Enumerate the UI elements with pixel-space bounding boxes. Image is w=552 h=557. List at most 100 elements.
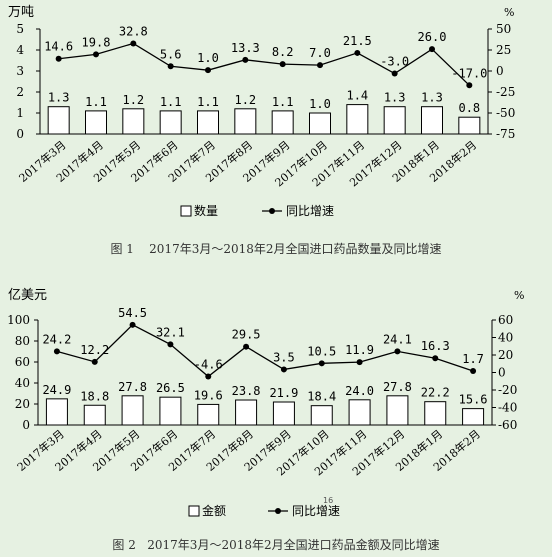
growth-value-label: -3.0	[380, 55, 409, 69]
growth-value-label: 12.2	[80, 343, 109, 357]
right-axis-unit: %	[504, 6, 514, 19]
right-tick-label: 0	[498, 366, 506, 380]
left-tick-label: 100	[7, 313, 30, 327]
bar	[235, 399, 258, 426]
chart-quantity: 万吨 % 0 1 2 3 4 5 -75 -50 -25 0 25 50 1.3 1.1 1.2 1.1 1.1 1.…	[8, 5, 515, 218]
bar-value-label: 0.8	[458, 101, 480, 115]
right-tick-label: 20	[498, 348, 513, 362]
right-tick-label: -40	[498, 401, 517, 415]
right-tick-label: 40	[498, 331, 513, 345]
left-tick-label: 5	[16, 22, 24, 36]
bar-value-label: 1.3	[421, 91, 443, 105]
left-axis-unit: 亿美元	[8, 288, 47, 303]
legend-line-label: 同比增速	[286, 204, 334, 218]
growth-point	[391, 70, 398, 77]
bar	[271, 110, 294, 135]
left-tick-label: 0	[22, 418, 30, 432]
bar	[197, 403, 220, 426]
left-tick-label: 2	[16, 85, 24, 99]
growth-value-label: 19.8	[82, 35, 111, 49]
left-axis-unit: 万吨	[8, 5, 34, 20]
bar	[309, 112, 331, 135]
growth-value-label: 10.5	[307, 344, 336, 358]
growth-value-label: 3.5	[273, 350, 295, 364]
growth-line	[56, 324, 474, 378]
growth-point	[279, 61, 286, 68]
growth-value-label: 14.6	[44, 40, 73, 54]
growth-point	[167, 341, 174, 348]
right-tick-label: -75	[496, 127, 515, 141]
growth-point	[205, 67, 211, 74]
bar-value-label: 1.1	[272, 95, 294, 109]
growth-value-label: 16.3	[421, 339, 450, 353]
growth-value-label: 24.1	[383, 332, 412, 346]
bar-value-label: 1.3	[384, 91, 406, 105]
growth-point	[280, 366, 287, 373]
growth-point	[356, 359, 363, 366]
growth-point	[55, 55, 62, 62]
growth-point	[432, 355, 439, 362]
bar-value-label: 1.2	[234, 93, 256, 107]
growth-point	[354, 49, 361, 56]
bar	[272, 401, 295, 426]
bar	[159, 396, 182, 426]
bar	[346, 104, 369, 135]
growth-value-label: -17.0	[451, 66, 487, 80]
bar-value-label: 23.8	[232, 384, 261, 398]
bar	[424, 401, 447, 426]
bar-value-label: 24.0	[345, 384, 374, 398]
right-tick-label: 25	[496, 43, 511, 57]
bar	[421, 106, 443, 135]
legend-line-marker	[269, 208, 275, 214]
bar-value-label: 27.8	[118, 380, 147, 394]
bar-value-label: 1.3	[48, 91, 70, 105]
bar-value-label: 21.9	[269, 386, 298, 400]
bar-value-label: 1.1	[85, 95, 107, 109]
bar	[383, 106, 406, 135]
bar	[47, 106, 70, 135]
bar	[159, 110, 182, 135]
growth-point	[243, 343, 250, 350]
growth-value-label: 5.6	[160, 47, 182, 61]
growth-value-label: 32.8	[119, 24, 148, 38]
growth-point	[93, 51, 99, 58]
bar	[458, 116, 481, 135]
chart-caption: 图 1 2017年3月～2018年2月全国进口药品数量及同比增速	[110, 242, 442, 256]
growth-point	[242, 56, 249, 63]
legend-bar-swatch	[180, 205, 192, 217]
growth-point	[91, 358, 98, 365]
right-tick-label: -60	[498, 418, 517, 432]
growth-value-label: -4.6	[194, 358, 223, 372]
legend-bar-label: 金额	[202, 503, 226, 518]
bar-value-label: 24.9	[42, 383, 71, 397]
growth-value-label: 1.7	[462, 352, 484, 366]
bar-value-label: 1.2	[122, 93, 144, 107]
bar	[462, 408, 485, 426]
legend-line-marker	[275, 508, 281, 514]
chart-amount: 亿美元 % 0 20 40 60 80 100 -60 -40 -20 0 20 40 60 24.9 18.8…	[7, 288, 524, 518]
growth-value-label: 11.9	[345, 343, 374, 357]
growth-line	[58, 42, 470, 86]
bar	[234, 108, 257, 135]
legend-line-label: 同比增速	[292, 504, 340, 518]
growth-point	[205, 373, 212, 380]
legend-bar-label: 数量	[194, 203, 218, 218]
growth-value-label: 54.5	[118, 306, 147, 320]
growth-value-label: 13.3	[231, 41, 260, 55]
growth-point	[317, 62, 323, 69]
left-tick-label: 4	[16, 43, 24, 57]
bar	[197, 110, 219, 135]
right-tick-label: 50	[496, 22, 511, 36]
bar	[121, 395, 144, 426]
growth-point	[470, 368, 477, 375]
growth-value-label: 32.1	[156, 325, 185, 339]
growth-value-label: 8.2	[272, 45, 294, 59]
growth-point	[167, 63, 174, 70]
bar	[122, 108, 145, 135]
growth-value-label: 1.0	[197, 51, 219, 65]
bar-value-label: 22.2	[421, 386, 450, 400]
left-tick-label: 1	[16, 106, 24, 120]
chart-caption: 图 2 2017年3月～2018年2月全国进口药品金额及同比增速	[112, 538, 440, 552]
left-tick-label: 40	[15, 376, 30, 390]
bar-value-label: 15.6	[459, 393, 488, 407]
